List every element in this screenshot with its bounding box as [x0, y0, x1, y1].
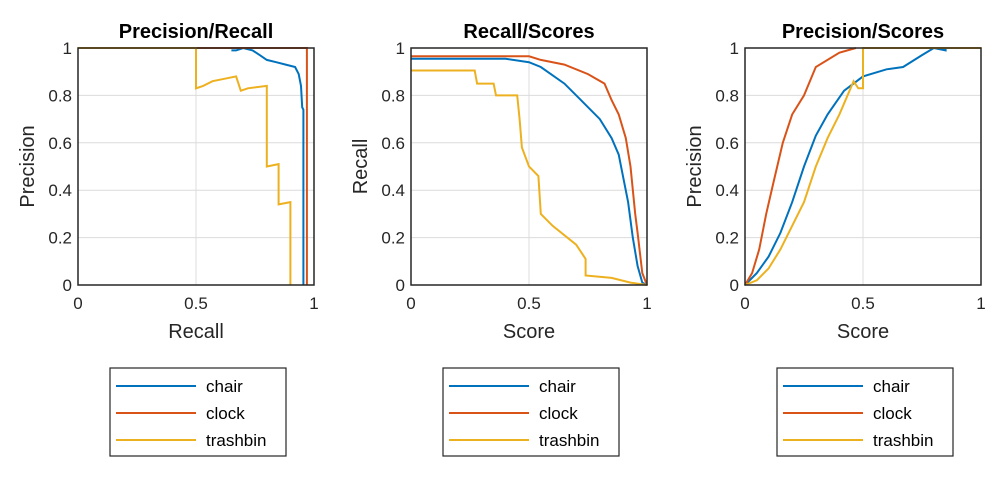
- x-axis-label: Score: [837, 321, 889, 343]
- series-line-trashbin: [78, 47, 292, 285]
- y-tick-label: 0.8: [715, 86, 739, 105]
- x-tick-label: 0: [740, 294, 749, 313]
- y-tick-label: 0.4: [48, 181, 72, 200]
- legend-label: trashbin: [539, 431, 599, 450]
- y-tick-label: 0.2: [381, 229, 405, 248]
- y-tick-label: 0: [63, 276, 72, 295]
- x-tick-label: 1: [309, 294, 318, 313]
- subplot-2: 0 0.2 0.4 0.6 0.8 1 0 0.5 1 Recall/Scores Score Rec…: [350, 21, 652, 457]
- y-tick-label: 1: [396, 39, 405, 58]
- x-tick-label: 0.5: [851, 294, 875, 313]
- series-line-trashbin: [744, 47, 981, 286]
- x-tick-label: 1: [642, 294, 651, 313]
- x-tick-label: 0: [73, 294, 82, 313]
- y-tick-label: 0.4: [381, 181, 405, 200]
- y-axis-label: Recall: [350, 139, 372, 195]
- y-axis-label: Precision: [684, 125, 706, 207]
- subplot-1: 0 0.2 0.4 0.6 0.8 1 0 0.5 1 Precision/Recall Recal…: [17, 21, 319, 457]
- y-tick-label: 0.8: [48, 86, 72, 105]
- chart-title: Precision/Recall: [119, 21, 274, 43]
- axes-box: [410, 47, 648, 286]
- legend-label: clock: [539, 404, 578, 423]
- y-axis-label: Precision: [17, 125, 39, 207]
- y-tick-label: 0.8: [381, 86, 405, 105]
- legend: chair clock trashbin: [776, 367, 954, 457]
- series-line-clock: [744, 47, 857, 286]
- legend: chair clock trashbin: [109, 367, 287, 457]
- legend-label: chair: [873, 377, 910, 396]
- y-tick-label: 0.6: [715, 134, 739, 153]
- y-tick-label: 0.2: [48, 229, 72, 248]
- subplot-3: 0 0.2 0.4 0.6 0.8 1 0 0.5 1 Precision/Scores Score…: [684, 21, 986, 457]
- axes-box: [77, 47, 315, 286]
- y-tick-label: 0.6: [48, 134, 72, 153]
- legend-label: clock: [206, 404, 245, 423]
- series-line-clock: [411, 55, 648, 286]
- legend-label: chair: [206, 377, 243, 396]
- y-tick-label: 1: [730, 39, 739, 58]
- x-axis-label: Recall: [168, 321, 224, 343]
- chart-title: Precision/Scores: [782, 21, 944, 43]
- x-tick-label: 0.5: [517, 294, 541, 313]
- legend: chair clock trashbin: [442, 367, 620, 457]
- y-tick-label: 0.2: [715, 229, 739, 248]
- legend-label: trashbin: [206, 431, 266, 450]
- x-axis-label: Score: [503, 321, 555, 343]
- y-tick-label: 1: [63, 39, 72, 58]
- legend-label: clock: [873, 404, 912, 423]
- axes-box: [744, 47, 982, 286]
- legend-label: trashbin: [873, 431, 933, 450]
- x-tick-label: 0: [406, 294, 415, 313]
- y-tick-label: 0: [396, 276, 405, 295]
- series-line-chair: [411, 57, 648, 286]
- chart-title: Recall/Scores: [463, 21, 594, 43]
- y-tick-label: 0.6: [381, 134, 405, 153]
- x-tick-label: 0.5: [184, 294, 208, 313]
- x-tick-label: 1: [976, 294, 985, 313]
- y-tick-label: 0: [730, 276, 739, 295]
- y-tick-label: 0.4: [715, 181, 739, 200]
- series-line-trashbin: [411, 69, 648, 286]
- legend-label: chair: [539, 377, 576, 396]
